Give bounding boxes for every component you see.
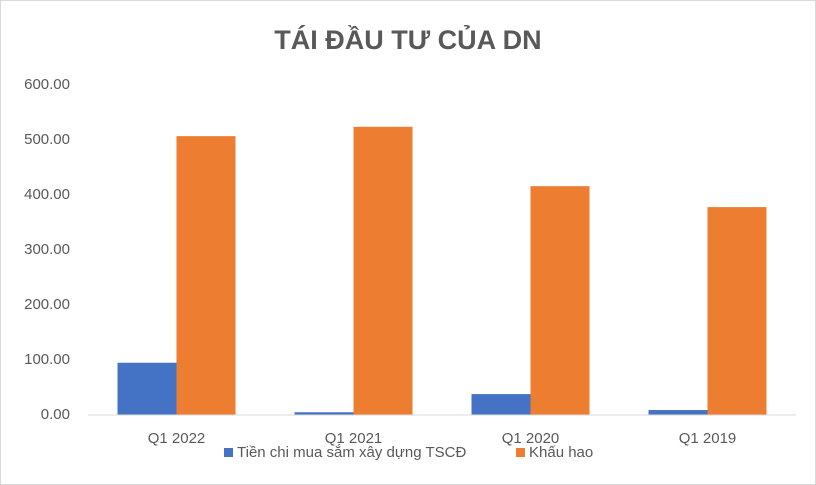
x-tick-label: Q1 2021 xyxy=(325,430,383,447)
legend-label: Khấu hao xyxy=(529,444,593,461)
x-tick-label: Q1 2022 xyxy=(148,430,206,447)
bar xyxy=(353,126,413,416)
y-tick-label: 0.00 xyxy=(41,406,70,423)
bar xyxy=(530,186,590,415)
y-tick-label: 100.00 xyxy=(24,351,70,368)
y-tick-label: 300.00 xyxy=(24,241,70,258)
bar xyxy=(176,136,236,415)
legend-swatch xyxy=(516,448,525,457)
bar xyxy=(648,410,708,415)
y-tick-label: 400.00 xyxy=(24,186,70,203)
legend-swatch xyxy=(224,448,233,457)
bar xyxy=(471,394,531,415)
y-tick-label: 600.00 xyxy=(24,76,70,93)
y-tick-label: 500.00 xyxy=(24,131,70,148)
x-tick-label: Q1 2019 xyxy=(679,430,737,447)
legend-label: Tiền chi mua sắm xây dựng TSCĐ xyxy=(237,444,466,461)
x-tick-label: Q1 2020 xyxy=(502,430,560,447)
bar xyxy=(294,412,354,415)
y-tick-label: 200.00 xyxy=(24,296,70,313)
chart-title: TÁI ĐẦU TƯ CỦA DN xyxy=(274,23,541,55)
bar xyxy=(707,207,767,415)
bar xyxy=(117,362,177,415)
